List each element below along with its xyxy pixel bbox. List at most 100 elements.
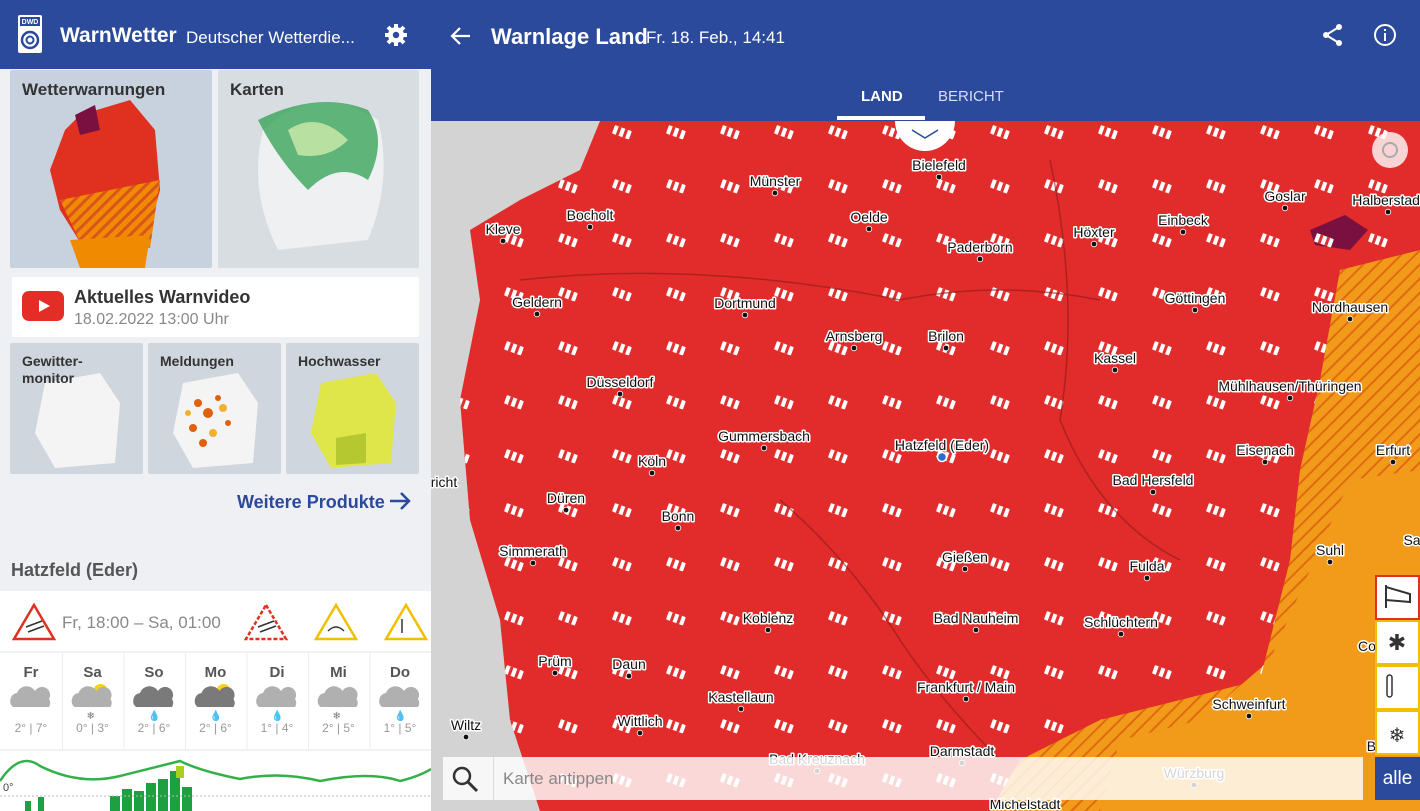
city-dot <box>625 672 633 680</box>
logo-text: DWD <box>22 19 39 26</box>
video-date: 18.02.2022 13:00 Uhr <box>74 311 229 328</box>
city-label: Kassel <box>1094 350 1136 366</box>
temp-range: 0° | 3° <box>76 721 109 735</box>
layer-snow[interactable] <box>1375 620 1420 665</box>
layer-frost[interactable] <box>1375 665 1420 710</box>
flood-tile[interactable]: Hochwasser <box>286 343 419 474</box>
city-dot <box>935 173 943 181</box>
city-dot <box>1090 240 1098 248</box>
city-dot <box>1143 574 1151 582</box>
weather-icon <box>10 686 51 707</box>
tab-bericht[interactable]: BERICHT <box>938 88 1004 105</box>
layer-buttons: ✱ ❄ <box>1375 575 1420 755</box>
city-label: Koblenz <box>743 610 794 626</box>
tile-label-line: monitor <box>22 370 75 386</box>
day-label: So <box>144 664 163 681</box>
layer-wind[interactable] <box>1375 575 1420 620</box>
city-dot <box>1281 204 1289 212</box>
city-dot <box>1191 306 1199 314</box>
reports-map <box>173 373 258 468</box>
city-label: Eisenach <box>1236 442 1294 458</box>
app-subtitle: Deutscher Wetterdie... <box>186 28 355 47</box>
video-card[interactable]: Aktuelles Warnvideo 18.02.2022 13:00 Uhr <box>12 277 419 337</box>
city-dot <box>741 311 749 319</box>
city-label: Simmerath <box>499 543 567 559</box>
city-label: Halberstadt <box>1352 192 1420 208</box>
temp-range: 2° | 6° <box>199 721 232 735</box>
city-label: Oelde <box>850 209 888 225</box>
city-dot <box>760 444 768 452</box>
city-dot <box>737 705 745 713</box>
weather-icon <box>256 686 297 707</box>
precip: ❄ <box>87 711 95 722</box>
tab-indicator <box>837 116 925 120</box>
precip: 💧 <box>394 709 406 722</box>
layer-ice[interactable] <box>1375 710 1420 755</box>
city-dot <box>1346 315 1354 323</box>
collapse-button[interactable] <box>895 121 955 151</box>
city-dot <box>462 733 470 741</box>
locate-button[interactable] <box>1372 132 1408 168</box>
city-dot <box>1326 558 1334 566</box>
city-label: Münster <box>750 173 801 189</box>
thunder-tile[interactable]: Gewitter-monitor <box>10 343 143 474</box>
city-dot <box>972 626 980 634</box>
precip: ❄ <box>333 711 341 722</box>
temp-range: 2° | 7° <box>15 721 48 735</box>
temp-range: 1° | 4° <box>261 721 294 735</box>
weather-icon <box>71 686 112 707</box>
day-label: Sa <box>83 664 102 681</box>
city-dot <box>648 469 656 477</box>
map-header: Warnlage Land Fr. 18. Feb., 14:41 LAND B… <box>431 0 1420 121</box>
city-label: Bad Hersfeld <box>1113 472 1194 488</box>
arrow-icon <box>390 492 411 510</box>
warning-map[interactable]: Bielefeld Münster Bocholt Oelde Kleve Paderbo… <box>431 121 1420 811</box>
tab-land[interactable]: LAND <box>861 88 903 105</box>
more-products-link[interactable]: Weitere Produkte <box>237 492 385 512</box>
filter-all-button[interactable]: alle <box>1375 757 1420 800</box>
city-label: Mühlhausen/Thüringen <box>1218 378 1361 394</box>
city-dot <box>562 506 570 514</box>
city-dot <box>499 237 507 245</box>
city-dot <box>865 225 873 233</box>
city-label: Höxter <box>1073 224 1115 240</box>
city-dot <box>1149 488 1157 496</box>
city-dot <box>616 390 624 398</box>
city-label: Erfurt <box>1376 442 1410 458</box>
app-bar: DWD WarnWetter Deutscher Wetterdie... <box>0 0 431 69</box>
city-dot <box>551 669 559 677</box>
search-bar[interactable]: Karte antippen <box>443 757 1363 800</box>
city-label: Co <box>1358 638 1376 654</box>
city-dot <box>1261 458 1269 466</box>
video-title: Aktuelles Warnvideo <box>74 287 251 307</box>
city-dot <box>961 565 969 573</box>
city-label: Bocholt <box>567 207 614 223</box>
city-label: Daun <box>612 656 645 672</box>
day-label: Fr <box>24 664 39 681</box>
maps-tile[interactable]: Karten <box>218 70 419 268</box>
city-dot <box>636 729 644 737</box>
city-dot <box>850 344 858 352</box>
city-label: Sa <box>1403 532 1420 548</box>
forecast-graphics: 0° Fr2° | 7°Sa❄0° | 3°So💧2° | 6°Mo💧2° | … <box>0 602 431 811</box>
tile-label: Meldungen <box>160 353 234 369</box>
share-button[interactable] <box>1321 23 1345 47</box>
temp-range: 1° | 5° <box>384 721 417 735</box>
info-button[interactable] <box>1373 23 1397 47</box>
day-label: Do <box>390 664 410 681</box>
city-label: Fulda <box>1129 558 1164 574</box>
warnings-tile[interactable]: Wetterwarnungen <box>10 70 212 268</box>
chart-axis-label: 0° <box>3 782 14 794</box>
city-dot <box>1286 394 1294 402</box>
city-dot <box>976 255 984 263</box>
settings-button[interactable] <box>384 23 408 47</box>
reports-tile[interactable]: Meldungen <box>148 343 281 474</box>
city-dot <box>529 559 537 567</box>
back-button[interactable] <box>449 24 473 48</box>
location-name: Hatzfeld (Eder) <box>11 560 139 580</box>
tile-label: Karten <box>230 80 284 99</box>
city-label: Dortmund <box>714 295 775 311</box>
city-label: Hatzfeld (Eder) <box>895 437 989 453</box>
thunder-map <box>35 373 120 468</box>
precip: 💧 <box>148 709 160 722</box>
